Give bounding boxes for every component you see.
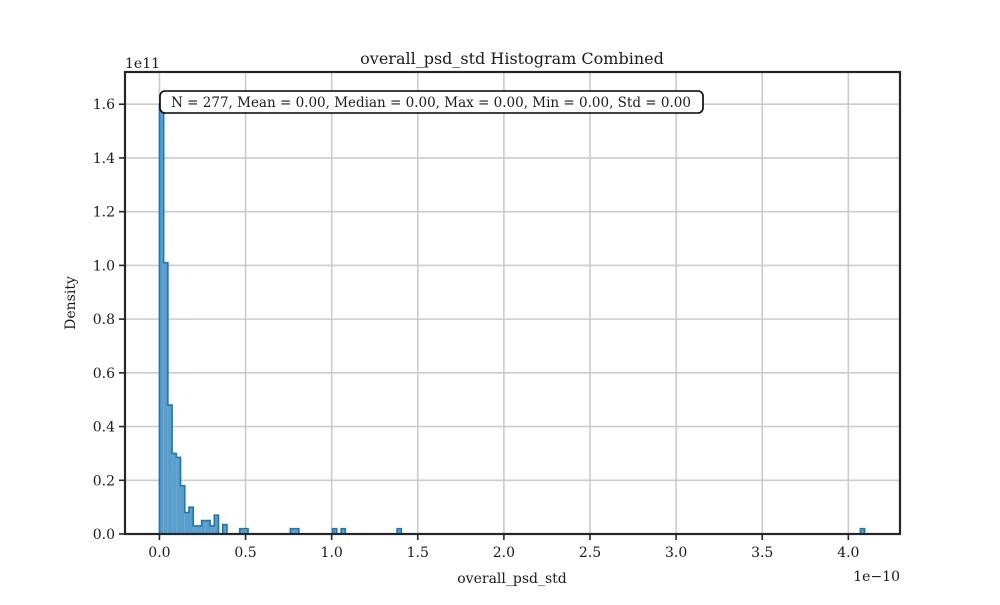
- histogram-bar-11: [205, 520, 211, 534]
- histogram-bar-19: [294, 528, 299, 534]
- y-scale-label: 1e11: [125, 56, 160, 72]
- y-tick-label-1: 0.2: [93, 473, 115, 489]
- histogram-bar-20: [332, 528, 337, 534]
- histogram-bar-3: [172, 453, 177, 534]
- histogram-bar-17: [243, 528, 249, 534]
- x-tick-label-2: 1.0: [321, 545, 343, 561]
- grid-lines: [125, 72, 900, 535]
- histogram-bar-9: [197, 525, 202, 534]
- histogram-bar-21: [341, 528, 346, 534]
- x-axis-label: overall_psd_std: [457, 571, 567, 587]
- histogram-bar-5: [180, 485, 185, 534]
- histogram-bar-4: [176, 457, 181, 534]
- x-tick-label-0: 0.0: [148, 545, 170, 561]
- y-tick-label-4: 0.8: [93, 312, 115, 328]
- stats-box: N = 277, Mean = 0.00, Median = 0.00, Max…: [159, 90, 704, 114]
- y-tick-label-3: 0.6: [93, 366, 115, 382]
- x-tick-label-1: 0.5: [234, 545, 256, 561]
- plot-frame: [123, 70, 902, 536]
- x-tick-label-8: 4.0: [837, 545, 859, 561]
- y-tick-label-0: 0.0: [93, 527, 115, 543]
- histogram-bar-22: [397, 528, 402, 534]
- ticks: 0.0 0.5 1.0 1.5 2.0 2.5 3.0 3.5 4.0 0.0 0.2 0.4 0.6 0…: [93, 97, 860, 561]
- x-scale-label: 1e−10: [853, 569, 900, 585]
- histogram-bar-13: [214, 515, 219, 534]
- x-tick-label-4: 2.0: [493, 545, 515, 561]
- histogram-outline: [158, 103, 866, 535]
- y-tick-label-5: 1.0: [93, 258, 115, 274]
- x-tick-label-5: 2.5: [579, 545, 601, 561]
- histogram-bar-18: [290, 528, 295, 534]
- stats-box-text: N = 277, Mean = 0.00, Median = 0.00, Max…: [171, 95, 691, 111]
- stats-box-frame: [159, 90, 704, 114]
- axes: [123, 70, 902, 536]
- chart-title: overall_psd_std Histogram Combined: [360, 49, 664, 68]
- x-tick-label-3: 1.5: [407, 545, 429, 561]
- histogram-bar-10: [201, 520, 206, 534]
- x-tick-label-7: 3.5: [751, 545, 773, 561]
- histogram-bar-23: [860, 528, 865, 534]
- y-tick-label-2: 0.4: [93, 420, 115, 436]
- histogram-bar-1: [163, 262, 168, 534]
- histogram-bar-7: [188, 507, 194, 534]
- y-tick-label-7: 1.4: [93, 151, 115, 167]
- y-axis-label: Density: [63, 276, 79, 330]
- histogram-bar-16: [239, 528, 244, 534]
- y-tick-label-8: 1.6: [93, 97, 115, 113]
- histogram-bar-12: [210, 525, 215, 534]
- x-tick-label-6: 3.0: [665, 545, 687, 561]
- histogram-bar-15: [222, 524, 227, 534]
- histogram-bar-6: [184, 512, 189, 534]
- y-tick-label-6: 1.2: [93, 205, 115, 221]
- histogram-bar-0: [159, 104, 164, 535]
- histogram-bars: [158, 103, 866, 535]
- histogram-bar-8: [193, 525, 198, 534]
- histogram-bar-2: [167, 405, 173, 534]
